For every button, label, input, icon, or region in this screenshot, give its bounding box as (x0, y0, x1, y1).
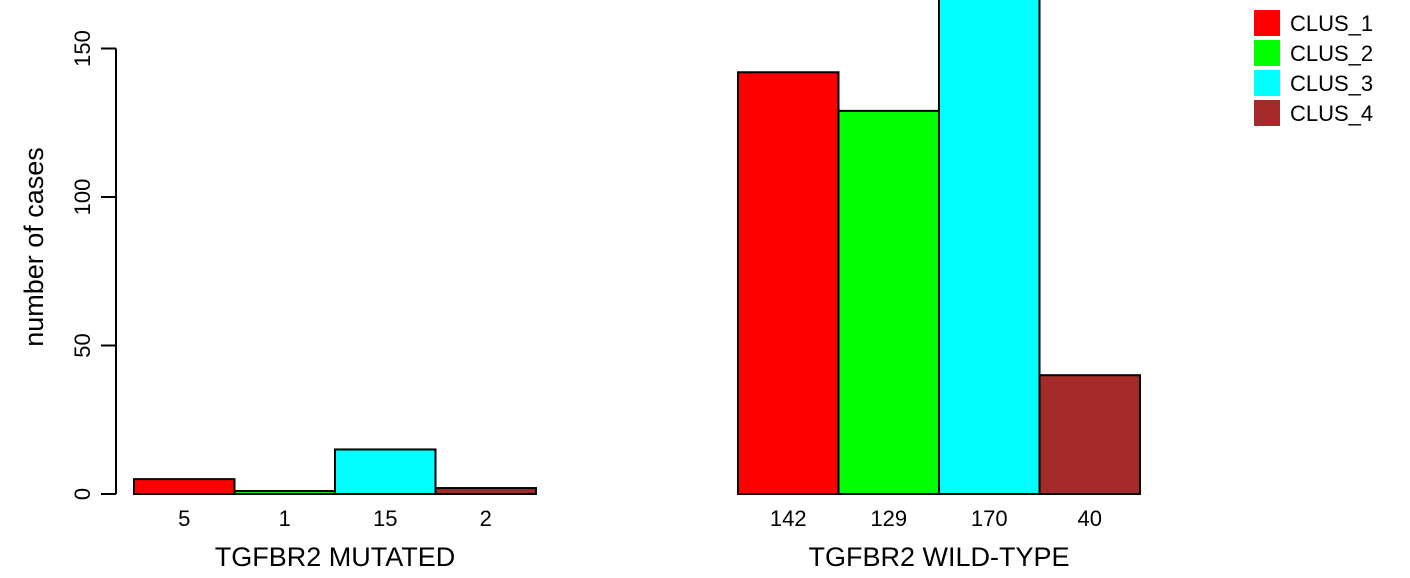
bar-1-1 (133, 478, 236, 495)
bar-value-label: 5 (178, 506, 190, 531)
y-tick-label: 0 (70, 488, 95, 500)
y-tick-label: 50 (70, 333, 95, 357)
bar-value-label: 2 (480, 506, 492, 531)
bar-value-label: 1 (279, 506, 291, 531)
legend-label: CLUS_4 (1290, 101, 1373, 126)
group-label: TGFBR2 MUTATED (215, 542, 456, 572)
bars (133, 0, 1141, 496)
bar-2-4 (1038, 374, 1141, 496)
legend-label: CLUS_2 (1290, 41, 1373, 66)
bar-1-4 (434, 487, 537, 495)
y-axis-label: number of cases (19, 147, 49, 347)
group-labels: TGFBR2 MUTATED TGFBR2 WILD-TYPE (215, 542, 1070, 572)
legend-label: CLUS_1 (1290, 11, 1373, 36)
y-tick-label: 100 (70, 179, 95, 216)
y-tick-label: 150 (70, 30, 95, 67)
legend-swatch (1254, 70, 1280, 96)
bar-2-3 (938, 0, 1041, 495)
bar-2-2 (837, 109, 940, 496)
bar-value-label: 142 (770, 506, 807, 531)
legend-swatch (1254, 100, 1280, 126)
group-label: TGFBR2 WILD-TYPE (808, 542, 1069, 572)
bar-1-2 (233, 490, 336, 495)
legend-swatch (1254, 10, 1280, 36)
bar-1-3 (334, 448, 437, 496)
bar-2-1 (737, 71, 840, 495)
bar-value-label: 129 (870, 506, 907, 531)
y-axis: 0 50 100 150 (70, 30, 117, 500)
legend-swatch (1254, 40, 1280, 66)
legend: CLUS_1 CLUS_2 CLUS_3 CLUS_4 (1254, 10, 1373, 126)
bar-value-labels: 5 1 15 2 142 129 170 40 (178, 506, 1102, 531)
bar-value-label: 40 (1078, 506, 1102, 531)
bar-value-label: 170 (971, 506, 1008, 531)
bar-value-label: 15 (373, 506, 397, 531)
legend-label: CLUS_3 (1290, 71, 1373, 96)
